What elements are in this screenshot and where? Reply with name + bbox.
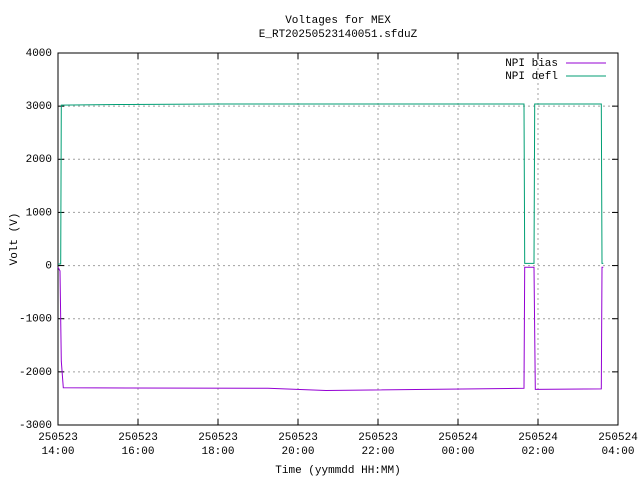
chart-subtitle: E_RT20250523140051.sfduZ [259,29,418,41]
plot-frame [57,52,619,426]
y-tick-label: 4000 [26,48,52,60]
x-tick-label: 14:00 [41,446,74,458]
y-tick-label: 0 [45,260,52,272]
x-tick-label: 250523 [38,432,78,444]
x-tick-label: 250523 [118,432,158,444]
chart-title: Voltages for MEX [285,15,391,27]
x-tick-label: 18:00 [201,446,234,458]
x-axis-label: Time (yymmdd HH:MM) [275,465,400,477]
y-tick-label: 1000 [26,207,52,219]
series-line [58,103,604,265]
x-tick-label: 16:00 [121,446,154,458]
x-tick-label: 22:00 [361,446,394,458]
legend-label: NPI bias [505,58,558,70]
x-tick-label: 250524 [598,432,638,444]
x-tick-label: 250524 [518,432,558,444]
y-tick-label: -2000 [19,367,52,379]
y-tick-label: -1000 [19,314,52,326]
x-tick-label: 04:00 [601,446,634,458]
x-tick-label: 00:00 [441,446,474,458]
y-tick-label: 3000 [26,101,52,113]
x-tick-label: 02:00 [521,446,554,458]
x-tick-label: 250523 [198,432,238,444]
series-line [57,266,604,392]
x-tick-label: 250524 [438,432,478,444]
y-tick-label: 2000 [26,154,52,166]
x-tick-label: 250523 [358,432,398,444]
x-tick-label: 20:00 [281,446,314,458]
y-axis-label: Volt (V) [9,213,21,266]
x-tick-label: 250523 [278,432,318,444]
y-tick-label: -3000 [19,420,52,432]
legend-label: NPI defl [505,71,558,83]
